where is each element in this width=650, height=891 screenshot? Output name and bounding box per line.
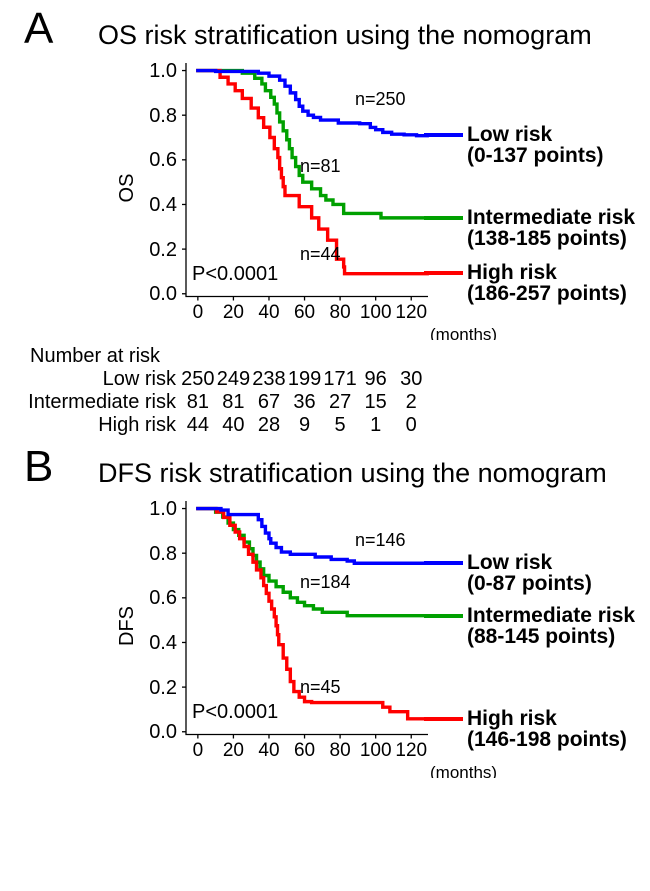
svg-text:(138-185 points): (138-185 points): [467, 227, 627, 250]
svg-text:0.4: 0.4: [149, 194, 177, 216]
svg-text:n=45: n=45: [300, 677, 341, 697]
svg-text:OS: OS: [116, 174, 138, 203]
svg-text:0.8: 0.8: [149, 543, 177, 565]
svg-text:(months): (months): [430, 325, 497, 340]
svg-text:n=44: n=44: [300, 244, 341, 264]
svg-text:(88-145 points): (88-145 points): [467, 625, 615, 648]
svg-text:High risk: High risk: [467, 261, 557, 284]
svg-text:40: 40: [258, 740, 279, 761]
svg-text:0.2: 0.2: [149, 239, 177, 261]
svg-text:0.4: 0.4: [149, 632, 177, 654]
svg-text:n=146: n=146: [355, 530, 406, 550]
svg-text:Low risk: Low risk: [467, 551, 553, 574]
svg-text:0.0: 0.0: [149, 283, 177, 305]
svg-text:100: 100: [360, 740, 392, 761]
svg-text:P<0.0001: P<0.0001: [192, 263, 278, 285]
svg-text:(186-257 points): (186-257 points): [467, 282, 627, 305]
svg-text:80: 80: [330, 740, 351, 761]
svg-text:1.0: 1.0: [149, 498, 177, 520]
svg-text:100: 100: [360, 302, 392, 323]
svg-text:0.0: 0.0: [149, 721, 177, 743]
svg-text:n=250: n=250: [355, 89, 406, 109]
svg-text:DFS: DFS: [116, 606, 138, 646]
svg-text:High risk: High risk: [467, 707, 557, 730]
svg-text:120: 120: [395, 740, 427, 761]
svg-text:P<0.0001: P<0.0001: [192, 701, 278, 723]
svg-text:20: 20: [223, 740, 244, 761]
svg-text:n=81: n=81: [300, 156, 341, 176]
svg-text:Low risk: Low risk: [467, 123, 553, 146]
svg-text:0.8: 0.8: [149, 105, 177, 127]
svg-text:Intermediate risk: Intermediate risk: [467, 206, 635, 229]
svg-text:60: 60: [294, 302, 315, 323]
svg-text:0.2: 0.2: [149, 677, 177, 699]
svg-text:120: 120: [395, 302, 427, 323]
svg-text:40: 40: [258, 302, 279, 323]
svg-text:20: 20: [223, 302, 244, 323]
svg-text:(months): (months): [430, 763, 497, 778]
svg-text:80: 80: [330, 302, 351, 323]
svg-text:(146-198 points): (146-198 points): [467, 728, 627, 751]
svg-text:Intermediate risk: Intermediate risk: [467, 604, 635, 627]
svg-text:60: 60: [294, 740, 315, 761]
svg-text:1.0: 1.0: [149, 60, 177, 82]
svg-text:0: 0: [193, 302, 204, 323]
svg-text:0.6: 0.6: [149, 149, 177, 171]
svg-text:0: 0: [193, 740, 204, 761]
svg-text:n=184: n=184: [300, 572, 351, 592]
svg-text:(0-87 points): (0-87 points): [467, 572, 592, 595]
svg-text:0.6: 0.6: [149, 587, 177, 609]
svg-text:(0-137 points): (0-137 points): [467, 144, 604, 167]
